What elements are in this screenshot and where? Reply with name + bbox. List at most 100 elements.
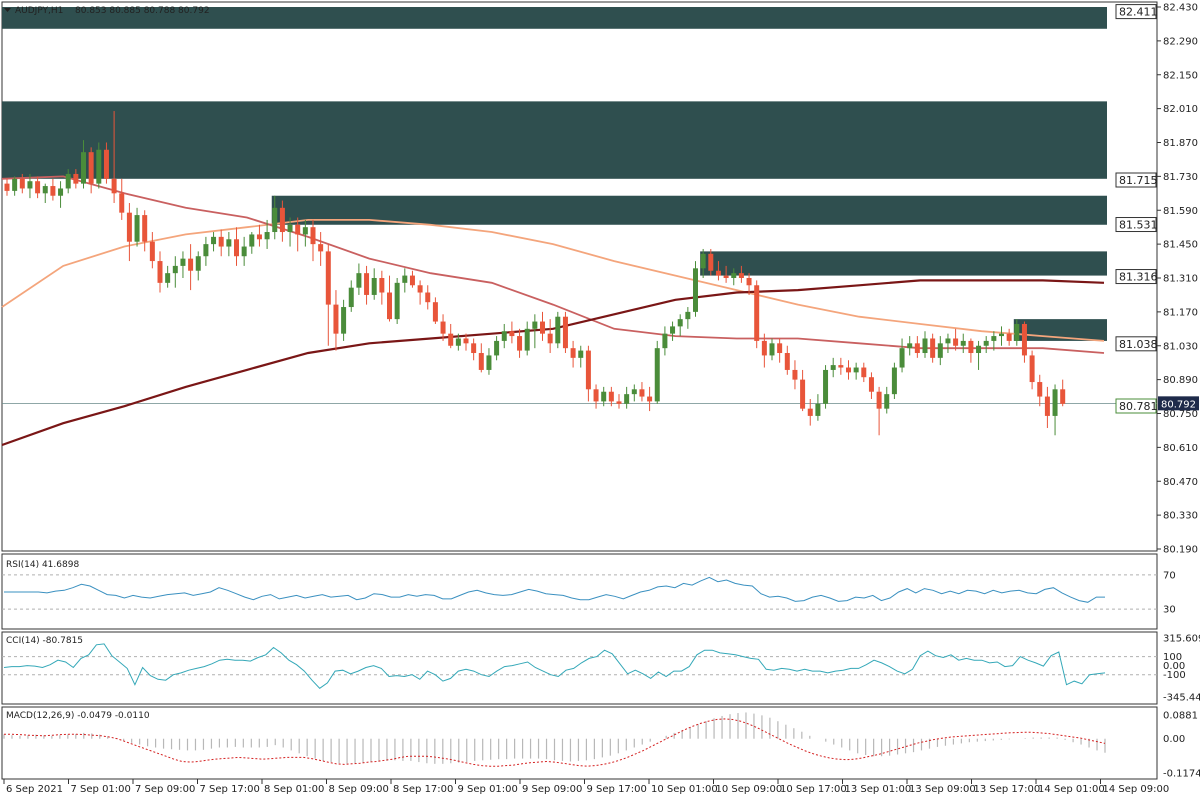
cci-tick-label: -345.4410 (1163, 693, 1200, 704)
time-tick-label: 10 Sep 17:00 (780, 784, 847, 795)
candle-body (761, 340, 767, 356)
ohlc-header: 80.853 80.885 80.788 80.792 (75, 6, 210, 16)
candle-body (394, 282, 400, 320)
cci-tick-label: 100 (1163, 652, 1182, 663)
candle-body (371, 278, 377, 295)
candle-body (983, 340, 989, 346)
candle-body (494, 340, 500, 356)
candle-body (555, 316, 561, 344)
price-tick-label: 80.330 (1163, 511, 1198, 522)
candle-body (111, 178, 117, 194)
candle-body (815, 403, 821, 416)
time-tick-label: 13 Sep 09:00 (909, 784, 976, 795)
candle-body (693, 268, 698, 312)
candle-body (754, 285, 760, 341)
candle-body (647, 396, 653, 402)
candle-body (279, 207, 285, 233)
candle-body (792, 369, 798, 380)
candle-body (4, 183, 10, 191)
candle-body (800, 379, 806, 409)
candle-body (708, 253, 714, 271)
candle-body (777, 343, 783, 354)
macd-header: MACD(12,26,9) -0.0479 -0.0110 (6, 711, 150, 721)
macd-tick-label: 0.0881 (1163, 711, 1198, 722)
candle-body (455, 338, 461, 346)
candle-body (501, 331, 507, 341)
level-label: 82.411 (1119, 6, 1158, 19)
price-tick-label: 80.190 (1163, 545, 1198, 556)
time-tick-label: 13 Sep 01:00 (845, 784, 912, 795)
candle-body (953, 338, 959, 346)
candle-body (364, 273, 370, 295)
candle-body (593, 389, 599, 402)
candle-body (838, 365, 844, 368)
candle-body (119, 193, 125, 213)
candle-body (325, 251, 331, 305)
candle-body (165, 273, 171, 283)
rsi-panel: 70 30 (1, 553, 1176, 630)
candle-body (830, 365, 836, 370)
candle-body (616, 401, 622, 404)
candle-body (624, 394, 630, 404)
level-label: 81.531 (1119, 219, 1158, 232)
price-tick-label: 80.750 (1163, 409, 1198, 420)
level-label-box (1115, 217, 1157, 233)
candle-body (731, 273, 737, 278)
candle-body (226, 239, 232, 247)
level-label-box (1115, 336, 1157, 352)
candle-body (356, 273, 362, 288)
candle-body (823, 369, 829, 404)
candle-body (318, 244, 324, 252)
candle-body (73, 173, 79, 184)
candle-body (861, 367, 867, 378)
candle-body (509, 331, 515, 337)
candle-body (157, 261, 163, 283)
candle-body (746, 278, 752, 286)
candle-body (264, 232, 270, 240)
ma-slow-line (1, 279, 1105, 447)
candle-body (27, 181, 33, 189)
rsi-tick-label: 30 (1163, 605, 1176, 616)
candle-body (891, 367, 897, 395)
candle-body (738, 273, 744, 278)
time-tick-label: 7 Sep 01:00 (71, 784, 131, 795)
macd-frame (1, 706, 1158, 780)
candle-body (784, 353, 790, 370)
level-label: 81.316 (1119, 271, 1158, 284)
candle-body (103, 149, 109, 179)
price-tick-label: 81.310 (1163, 274, 1198, 285)
candle-body (35, 181, 41, 194)
time-tick-label: 14 Sep 01:00 (1038, 784, 1105, 795)
candle-body (1006, 333, 1012, 341)
time-tick-label: 8 Sep 09:00 (329, 784, 389, 795)
candle-body (287, 224, 293, 233)
ma-fast-line (1, 218, 1105, 342)
price-tick-label: 82.150 (1163, 70, 1198, 81)
candle-body (387, 292, 392, 320)
level-label: 81.038 (1119, 338, 1158, 351)
candle-body (379, 278, 385, 293)
candle-body (348, 287, 354, 308)
macd-panel: 0.0881 0.00 -0.1174 (1, 706, 1200, 780)
candle-body (930, 338, 936, 358)
candle-body (88, 152, 94, 184)
candle-body (12, 178, 18, 191)
candle-body (1052, 389, 1058, 416)
candle-body (448, 333, 454, 346)
rsi-frame (1, 553, 1158, 630)
chevron-down-icon[interactable] (4, 8, 11, 12)
candle-body (249, 234, 255, 247)
candle-body (333, 304, 339, 334)
candle-body (149, 241, 155, 262)
rsi-tick-label: 70 (1163, 570, 1176, 581)
candle-body (180, 258, 186, 266)
candle-body (1044, 396, 1050, 416)
candle-body (999, 333, 1004, 337)
candle-body (172, 265, 178, 274)
time-tick-label: 7 Sep 17:00 (200, 784, 260, 795)
cci-tick-label: -100 (1163, 670, 1186, 681)
candle-body (876, 391, 882, 409)
time-tick-label: 8 Sep 17:00 (393, 784, 453, 795)
cci-header: CCI(14) -80.7815 (6, 636, 83, 646)
